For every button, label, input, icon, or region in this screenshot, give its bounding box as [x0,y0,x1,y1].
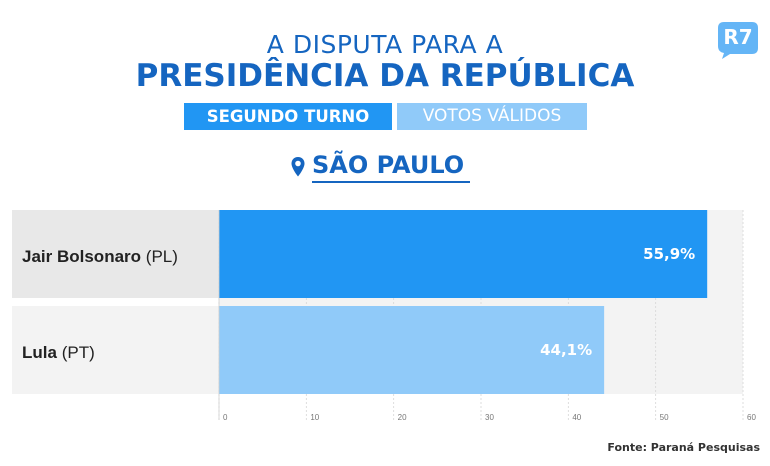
candidate-name: Lula [22,343,57,362]
chart-title-line1: A DISPUTA PARA A [266,30,504,59]
bar-value-label-1: 44,1% [540,341,592,359]
category-cell-2 [12,306,219,394]
x-tick-label-20: 20 [398,413,407,422]
x-tick-label-10: 10 [310,413,319,422]
metric-badge: VOTOS VÁLIDOS [397,103,587,130]
x-tick-label-30: 30 [485,413,494,422]
x-tick-label-40: 40 [572,413,581,422]
category-label-bolsonaro: Jair Bolsonaro (PL) [22,247,178,267]
location-name: SÃO PAULO [312,151,465,179]
x-tick-label-60: 60 [747,413,756,422]
location-underline [312,181,470,183]
candidate-name: Jair Bolsonaro [22,247,142,266]
candidate-party: (PT) [61,343,95,362]
r7-logo: R7 [716,20,760,60]
bar-0 [219,210,708,298]
round-badge: SEGUNDO TURNO [184,103,392,130]
source-note: Fonte: Paraná Pesquisas [607,441,760,454]
chart-title-line2: PRESIDÊNCIA DA REPÚBLICA [135,58,635,94]
bar-1 [219,306,605,394]
x-tick-label-0: 0 [223,413,228,422]
logo-badge [718,22,758,59]
category-label-lula: Lula (PT) [22,343,95,363]
x-tick-label-50: 50 [660,413,669,422]
logo-text: R7 [723,25,753,49]
bar-value-label-0: 55,9% [643,245,695,263]
location-pin-icon [291,157,305,177]
category-cell-1 [12,210,219,298]
candidate-party: (PL) [145,247,178,266]
